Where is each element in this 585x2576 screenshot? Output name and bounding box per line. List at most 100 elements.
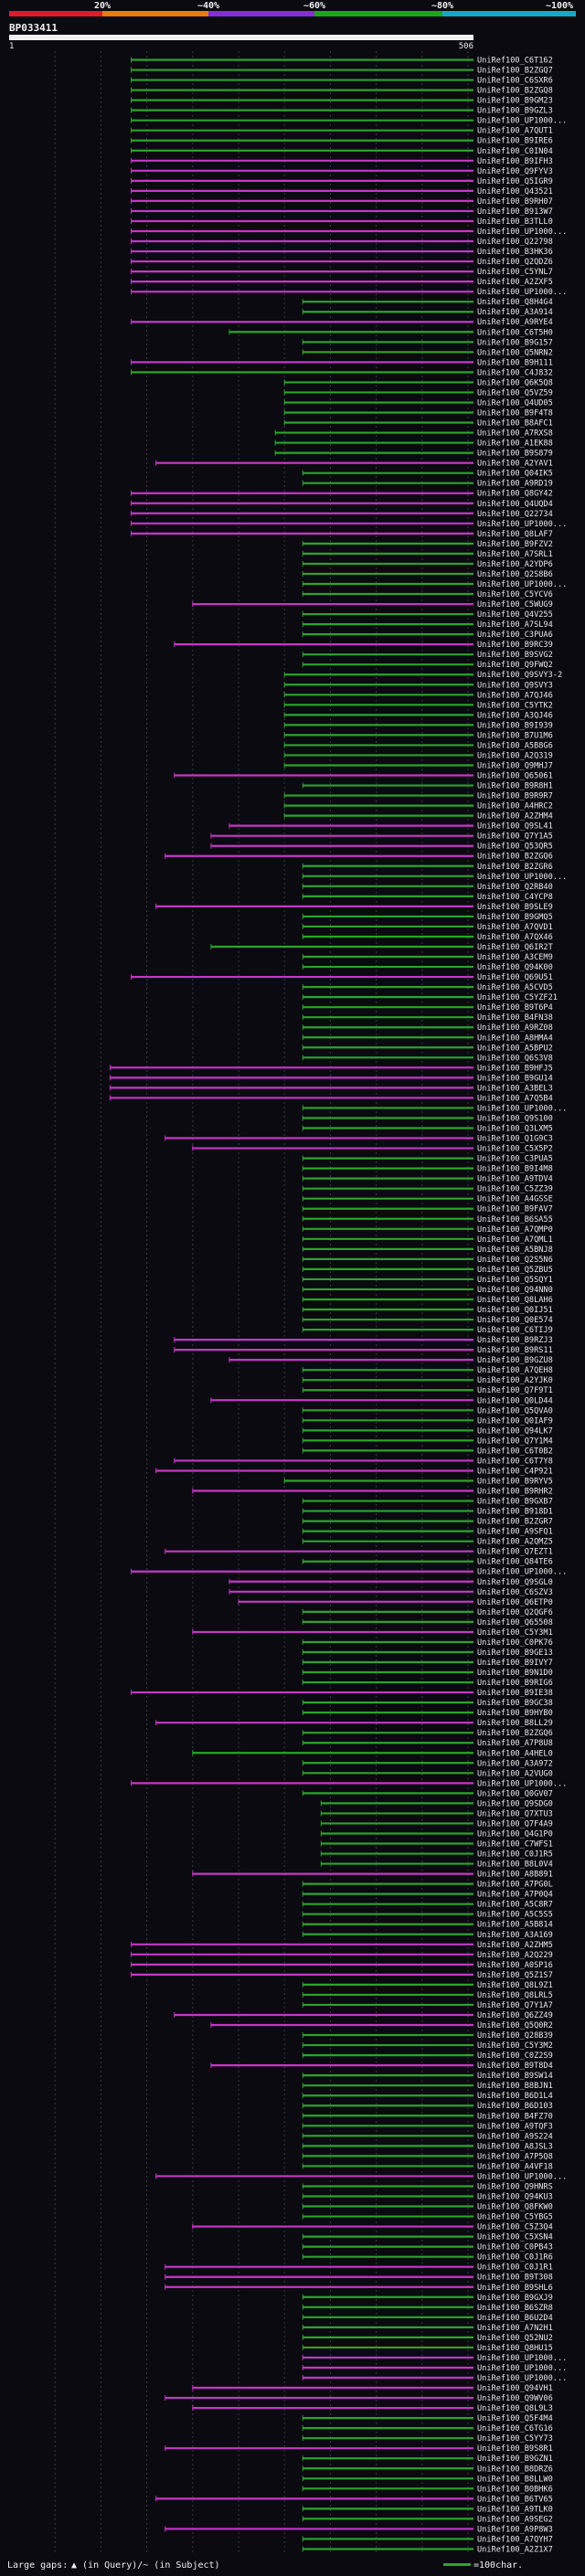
hit-row[interactable]: UniRef100_C0J1R5	[320, 1850, 553, 1860]
hit-row[interactable]: UniRef100_A4VF18	[302, 2162, 553, 2171]
hit-label[interactable]: UniRef100_Q8LAH6	[477, 1296, 553, 1305]
hit-row[interactable]: UniRef100_Q7Y1A7	[302, 2001, 553, 2010]
hit-row[interactable]: UniRef100_B9GZL3	[131, 107, 553, 116]
hit-row[interactable]: UniRef100_B9IRE6	[131, 137, 553, 146]
hit-label[interactable]: UniRef100_Q65508	[477, 1618, 553, 1627]
hit-label[interactable]: UniRef100_B9GXB7	[477, 1498, 553, 1507]
hit-row[interactable]: UniRef100_A3A169	[302, 1931, 553, 1940]
hit-row[interactable]: UniRef100_Q2S8B6	[302, 570, 553, 579]
hit-row[interactable]: UniRef100_A2YAV1	[155, 460, 553, 469]
hit-label[interactable]: UniRef100_C6T0B2	[477, 1447, 553, 1456]
hit-row[interactable]: UniRef100_A8HMA4	[302, 1034, 553, 1043]
hit-row[interactable]: UniRef100_B9GXJ9	[302, 2294, 553, 2303]
hit-label[interactable]: UniRef100_Q2S5N6	[477, 1256, 553, 1265]
hit-label[interactable]: UniRef100_Q9MHJ7	[477, 761, 553, 770]
hit-row[interactable]: UniRef100_B9HYB0	[302, 1709, 553, 1718]
hit-row[interactable]: UniRef100_C6TIJ9	[302, 1326, 553, 1335]
hit-row[interactable]: UniRef100_Q8LAF7	[131, 530, 553, 539]
hit-label[interactable]: UniRef100_Q8H4G4	[477, 298, 553, 307]
hit-row[interactable]: UniRef100_A5C5S5	[302, 1911, 553, 1920]
hit-label[interactable]: UniRef100_A7SRL1	[477, 550, 553, 559]
hit-label[interactable]: UniRef100_B9SHL6	[477, 2284, 553, 2293]
hit-row[interactable]: UniRef100_A7N2H1	[302, 2324, 553, 2333]
hit-label[interactable]: UniRef100_A2ZHM4	[477, 812, 553, 822]
hit-label[interactable]: UniRef100_B3HK36	[477, 248, 553, 257]
hit-label[interactable]: UniRef100_B7U1M6	[477, 731, 553, 740]
hit-row[interactable]: UniRef100_A5C8R7	[302, 1901, 553, 1910]
hit-row[interactable]: UniRef100_B9RC39	[174, 641, 553, 650]
hit-row[interactable]: UniRef100_Q5SQY1	[302, 1276, 553, 1285]
hit-row[interactable]: UniRef100_B9H111	[131, 358, 553, 367]
hit-row[interactable]: UniRef100_UP1000...	[131, 1568, 568, 1577]
hit-label[interactable]: UniRef100_B6U2D4	[477, 2314, 553, 2323]
hit-row[interactable]: UniRef100_A7QX46	[302, 933, 553, 942]
hit-row[interactable]: UniRef100_C5YBG5	[302, 2213, 553, 2222]
hit-label[interactable]: UniRef100_Q9FWQ2	[477, 661, 553, 670]
hit-row[interactable]: UniRef100_A8B891	[192, 1871, 553, 1880]
hit-row[interactable]: UniRef100_Q9SDG0	[320, 1799, 553, 1808]
hit-label[interactable]: UniRef100_C5YBG5	[477, 2213, 553, 2222]
hit-row[interactable]: UniRef100_Q5IGR9	[131, 177, 553, 186]
hit-label[interactable]: UniRef100_Q22734	[477, 510, 553, 519]
hit-row[interactable]: UniRef100_A7QJ46	[283, 691, 553, 700]
hit-label[interactable]: UniRef100_B9RHR2	[477, 1488, 553, 1497]
hit-label[interactable]: UniRef100_B9SVG2	[477, 651, 553, 660]
hit-row[interactable]: UniRef100_A4HEL0	[192, 1749, 553, 1758]
hit-label[interactable]: UniRef100_A9SEG2	[477, 2515, 553, 2524]
hit-label[interactable]: UniRef100_B9T6P4	[477, 1003, 553, 1012]
hit-label[interactable]: UniRef100_A7RXS8	[477, 429, 553, 439]
hit-row[interactable]: UniRef100_C5XSN4	[302, 2233, 553, 2242]
hit-label[interactable]: UniRef100_A8B891	[477, 1871, 553, 1880]
hit-label[interactable]: UniRef100_A2YAV1	[477, 460, 553, 469]
hit-row[interactable]: UniRef100_C5YY73	[302, 2434, 553, 2443]
hit-row[interactable]: UniRef100_C0PK76	[302, 1638, 553, 1648]
hit-label[interactable]: UniRef100_B9GZL3	[477, 107, 553, 116]
hit-label[interactable]: UniRef100_Q52NU2	[477, 2334, 553, 2343]
hit-row[interactable]: UniRef100_B9T308	[165, 2274, 553, 2283]
hit-row[interactable]: UniRef100_C5YZF21	[302, 993, 558, 1002]
hit-label[interactable]: UniRef100_Q4G1P0	[477, 1829, 553, 1839]
hit-row[interactable]: UniRef100_B9RHR2	[192, 1488, 553, 1497]
hit-label[interactable]: UniRef100_Q22798	[477, 238, 553, 247]
hit-row[interactable]: UniRef100_Q4UQD4	[131, 500, 553, 509]
hit-label[interactable]: UniRef100_C6TG16	[477, 2424, 553, 2433]
hit-label[interactable]: UniRef100_B9I939	[477, 721, 553, 730]
hit-label[interactable]: UniRef100_A7QUT1	[477, 127, 553, 136]
hit-label[interactable]: UniRef100_Q7F9T1	[477, 1386, 553, 1395]
hit-label[interactable]: UniRef100_A2ZXF5	[477, 278, 553, 287]
hit-label[interactable]: UniRef100_A2YDP6	[477, 560, 553, 569]
hit-row[interactable]: UniRef100_B9RH07	[131, 197, 553, 207]
hit-row[interactable]: UniRef100_B6D1L4	[302, 2092, 553, 2101]
hit-label[interactable]: UniRef100_Q4UQD4	[477, 500, 553, 509]
hit-label[interactable]: UniRef100_Q84TE6	[477, 1558, 553, 1567]
hit-row[interactable]: UniRef100_B2ZGR6	[302, 863, 553, 872]
hit-label[interactable]: UniRef100_Q9SVY3-2	[477, 671, 562, 680]
hit-label[interactable]: UniRef100_A2ZHM5	[477, 1941, 553, 1950]
hit-label[interactable]: UniRef100_UP1000...	[477, 228, 567, 237]
hit-label[interactable]: UniRef100_UP1000...	[477, 520, 567, 529]
hit-label[interactable]: UniRef100_UP1000...	[477, 117, 567, 126]
hit-row[interactable]: UniRef100_A7QUT1	[131, 127, 553, 136]
hit-row[interactable]: UniRef100_Q65061	[174, 772, 553, 781]
hit-row[interactable]: UniRef100_B2ZGQ6	[302, 1729, 553, 1738]
hit-row[interactable]: UniRef100_Q8H4G4	[302, 298, 553, 307]
hit-label[interactable]: UniRef100_C0Z2S9	[477, 2051, 553, 2061]
hit-row[interactable]: UniRef100_Q8L9L3	[192, 2404, 553, 2413]
hit-label[interactable]: UniRef100_A9S224	[477, 2132, 553, 2141]
hit-row[interactable]: UniRef100_A5B814	[302, 1921, 553, 1930]
hit-label[interactable]: UniRef100_Q0IJ51	[477, 1306, 553, 1315]
hit-label[interactable]: UniRef100_Q53QR5	[477, 843, 553, 852]
hit-row[interactable]: UniRef100_Q2QGF6	[302, 1608, 553, 1617]
hit-label[interactable]: UniRef100_C5YTK2	[477, 701, 553, 710]
hit-label[interactable]: UniRef100_B9R9R7	[477, 792, 553, 801]
hit-label[interactable]: UniRef100_B9N1D0	[477, 1669, 553, 1678]
hit-row[interactable]: UniRef100_B9GZN1	[302, 2454, 553, 2464]
hit-row[interactable]: UniRef100_A5BPU2	[302, 1044, 553, 1053]
hit-label[interactable]: UniRef100_A4HRC2	[477, 802, 553, 811]
hit-label[interactable]: UniRef100_A8JSL3	[477, 2142, 553, 2151]
hit-label[interactable]: UniRef100_C5YNL7	[477, 268, 553, 277]
hit-row[interactable]: UniRef100_C4YCP8	[302, 893, 553, 902]
hit-row[interactable]: UniRef100_C6SXR6	[131, 77, 553, 86]
hit-label[interactable]: UniRef100_A5B8G6	[477, 741, 553, 750]
hit-row[interactable]: UniRef100_B4FZ70	[302, 2112, 553, 2121]
